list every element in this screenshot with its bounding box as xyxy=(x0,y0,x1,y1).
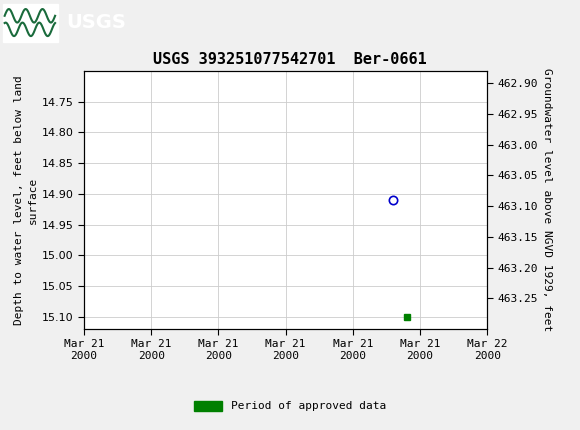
Legend: Period of approved data: Period of approved data xyxy=(190,396,390,416)
Y-axis label: Depth to water level, feet below land
surface: Depth to water level, feet below land su… xyxy=(14,75,38,325)
Text: USGS: USGS xyxy=(67,13,126,32)
Bar xyxy=(3,3,58,42)
Y-axis label: Groundwater level above NGVD 1929, feet: Groundwater level above NGVD 1929, feet xyxy=(542,68,552,332)
Text: USGS 393251077542701  Ber-0661: USGS 393251077542701 Ber-0661 xyxy=(153,52,427,67)
